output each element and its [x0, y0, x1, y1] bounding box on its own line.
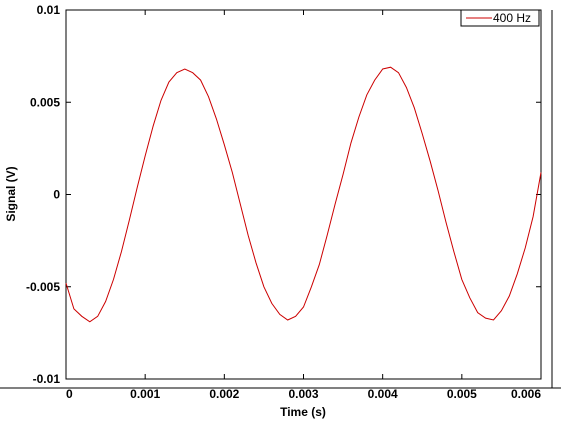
x-axis-ticks: 0 0.001 0.002 0.003 0.004 0.005 0.006 [65, 10, 542, 401]
x-axis-label: Time (s) [280, 405, 326, 419]
x-tick-label: 0.005 [447, 387, 477, 401]
y-tick-label: -0.005 [26, 280, 60, 294]
x-tick-label: 0.004 [368, 387, 398, 401]
x-tick-label: 0.001 [130, 387, 160, 401]
x-tick-label: 0 [66, 387, 73, 401]
legend-box [460, 9, 540, 27]
y-tick-label: -0.01 [33, 372, 61, 386]
y-axis-ticks: -0.01 -0.005 0 0.005 0.01 [26, 3, 541, 386]
x-tick-label: 0.002 [209, 387, 239, 401]
y-tick-label: 0 [53, 188, 60, 202]
y-axis-label: Signal (V) [4, 166, 18, 221]
y-tick-label: 0.005 [30, 95, 60, 109]
x-tick-label: 0.006 [511, 387, 541, 401]
legend-label-400hz: 400 Hz [493, 11, 531, 25]
series-line-400hz [65, 66, 542, 323]
y-tick-label: 0.01 [37, 3, 61, 17]
legend: 400 Hz [460, 9, 540, 27]
x-tick-label: 0.003 [288, 387, 318, 401]
